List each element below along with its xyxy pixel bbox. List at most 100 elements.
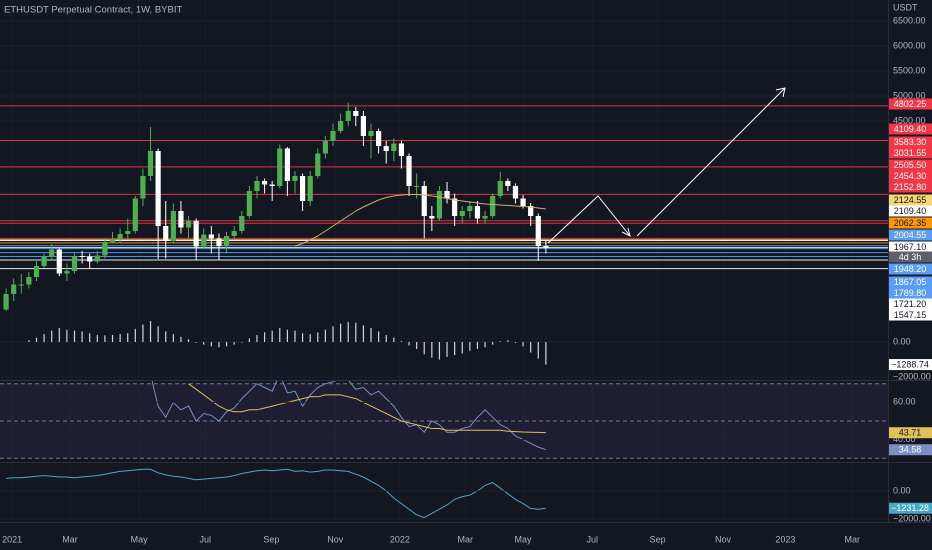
histogram-bar xyxy=(263,332,266,342)
candle-body xyxy=(231,231,237,236)
y-tick-label: 5000.00 xyxy=(893,90,926,100)
candle-body xyxy=(345,111,351,121)
candle-body xyxy=(140,176,146,199)
candle-body xyxy=(254,181,260,191)
x-tick-label: Nov xyxy=(715,534,732,544)
value-label-box xyxy=(889,444,932,456)
x-tick-label: Jul xyxy=(200,534,212,544)
histogram-bar xyxy=(66,329,68,342)
histogram-bar xyxy=(165,331,167,342)
value-label: 34.58 xyxy=(899,445,922,455)
moving-average xyxy=(294,194,546,247)
level-label-box xyxy=(889,98,932,110)
histogram-bar xyxy=(241,341,243,343)
histogram-bar xyxy=(340,323,342,342)
value-label: −1231.28 xyxy=(891,503,929,513)
histogram-bar xyxy=(484,341,486,348)
level-label: 2004.55 xyxy=(894,230,927,240)
histogram-bar xyxy=(225,341,228,347)
countdown-box xyxy=(889,251,932,263)
candle-body xyxy=(467,206,473,211)
candle-body xyxy=(3,294,9,310)
histogram-bar xyxy=(408,341,410,346)
candle-body xyxy=(505,181,511,186)
value-label: 43.71 xyxy=(899,428,922,438)
histogram-bar xyxy=(134,328,136,342)
x-tick-label: May xyxy=(131,534,149,544)
level-label: 3031.55 xyxy=(894,148,927,158)
candle-body xyxy=(436,191,443,219)
level-label: 2062.35 xyxy=(894,218,927,228)
histogram-bar xyxy=(522,341,524,347)
histogram-bar xyxy=(35,337,38,342)
histogram-bar xyxy=(355,322,357,342)
candle-body xyxy=(117,234,123,239)
histogram-bar xyxy=(96,334,98,342)
histogram-bar xyxy=(279,327,281,342)
candle-body xyxy=(239,216,245,231)
histogram-bar xyxy=(370,327,372,342)
histogram-bar xyxy=(309,334,311,342)
histogram-bar xyxy=(111,334,114,342)
candle-body xyxy=(307,176,313,201)
candle-body xyxy=(79,256,85,257)
histogram-bar xyxy=(210,341,212,347)
candle-body xyxy=(41,257,47,266)
value-label-box xyxy=(889,359,932,371)
level-label-box xyxy=(889,136,932,148)
candle-body xyxy=(353,111,359,116)
y-axis-label: USDT xyxy=(893,2,918,12)
level-label: 1967.10 xyxy=(894,242,927,252)
candle-body xyxy=(474,206,481,219)
histogram-bar xyxy=(149,320,152,342)
y-tick-label: 60.00 xyxy=(893,397,916,407)
x-tick-label: Mar xyxy=(458,534,474,544)
candle-body xyxy=(269,184,275,186)
candle-body xyxy=(163,226,169,241)
candle-body xyxy=(56,249,62,274)
candle-body xyxy=(497,181,503,196)
x-tick-label: Mar xyxy=(62,534,78,544)
level-label-box xyxy=(889,147,932,159)
histogram-bar xyxy=(73,330,76,342)
series-line xyxy=(151,380,547,451)
histogram-bar xyxy=(157,326,159,342)
candle-body xyxy=(102,242,108,256)
x-tick-label: Sep xyxy=(650,534,666,544)
histogram-bar xyxy=(530,341,532,353)
arrow-head xyxy=(621,227,631,237)
countdown: 4d 3h xyxy=(899,252,922,262)
candle-body xyxy=(459,211,465,216)
histogram-bar xyxy=(218,341,220,348)
level-label-box xyxy=(889,309,932,321)
candle-body xyxy=(406,156,412,186)
y-tick-label: 6000.00 xyxy=(893,40,926,50)
histogram-bar xyxy=(400,341,403,342)
candle-body xyxy=(376,131,382,146)
value-label: −1288.74 xyxy=(891,359,929,369)
histogram-bar xyxy=(119,334,121,342)
histogram-bar xyxy=(142,324,144,342)
candle-body xyxy=(277,148,283,186)
histogram-bar xyxy=(317,332,319,342)
histogram-bar xyxy=(286,329,288,342)
level-label-box xyxy=(889,287,932,299)
candle-body xyxy=(18,284,24,286)
histogram-bar xyxy=(507,340,509,342)
level-label-box xyxy=(889,205,932,217)
histogram-bar xyxy=(89,333,91,342)
histogram-bar xyxy=(187,339,190,342)
candle-body xyxy=(125,231,131,234)
candle-body xyxy=(429,216,435,219)
histogram-bar xyxy=(476,341,479,349)
histogram-bar xyxy=(362,325,365,342)
histogram-bar xyxy=(492,341,494,345)
candle-body xyxy=(33,266,40,277)
histogram-bar xyxy=(378,331,380,342)
candle-body xyxy=(284,148,290,181)
histogram-bar xyxy=(58,327,60,342)
histogram-bar xyxy=(248,338,250,342)
candle-body xyxy=(109,239,116,242)
histogram-bar xyxy=(423,341,425,355)
histogram-bar xyxy=(28,340,30,342)
